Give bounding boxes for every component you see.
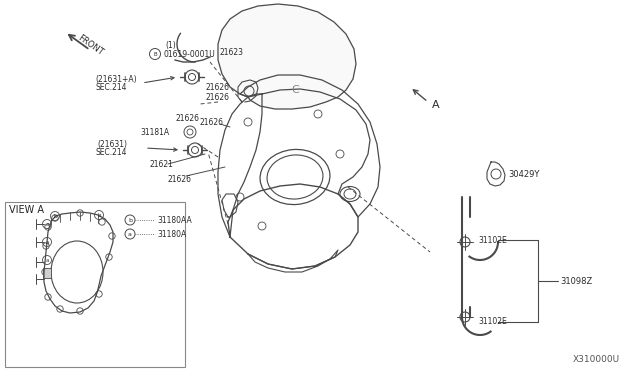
- Text: a: a: [45, 257, 49, 263]
- Text: (21631): (21631): [97, 140, 127, 148]
- Text: b: b: [128, 218, 132, 222]
- Text: 31098Z: 31098Z: [560, 276, 592, 285]
- Text: 31180A: 31180A: [157, 230, 186, 238]
- Text: 21626: 21626: [175, 113, 199, 122]
- Text: 21626: 21626: [205, 93, 229, 102]
- Text: 21623: 21623: [220, 48, 244, 57]
- Text: b: b: [53, 214, 57, 218]
- Text: C: C: [291, 85, 299, 95]
- Text: SEC.214: SEC.214: [95, 148, 127, 157]
- Text: 21626: 21626: [200, 118, 224, 126]
- Text: (21631+A): (21631+A): [95, 74, 136, 83]
- Text: 31102E: 31102E: [478, 317, 507, 327]
- Text: VIEW A: VIEW A: [9, 205, 44, 215]
- Text: 31180AA: 31180AA: [157, 215, 192, 224]
- Text: SEC.214: SEC.214: [95, 83, 127, 92]
- Text: (1): (1): [165, 41, 176, 49]
- Bar: [43, 268, 51, 278]
- Text: FRONT: FRONT: [76, 33, 105, 57]
- Text: 21621: 21621: [150, 160, 174, 169]
- Text: a: a: [45, 240, 49, 244]
- Text: 01619-0001U: 01619-0001U: [163, 49, 215, 58]
- Polygon shape: [218, 4, 356, 109]
- Text: 21626: 21626: [168, 174, 192, 183]
- Text: B: B: [153, 51, 157, 57]
- Text: 30429Y: 30429Y: [508, 170, 540, 179]
- Text: a: a: [45, 221, 49, 227]
- Text: 21626: 21626: [205, 83, 229, 92]
- Text: b: b: [97, 212, 100, 218]
- Text: a: a: [128, 231, 132, 237]
- Text: 31102E: 31102E: [478, 235, 507, 244]
- Text: 31181A: 31181A: [141, 128, 170, 137]
- Text: X310000U: X310000U: [573, 356, 620, 365]
- Text: A: A: [432, 100, 440, 110]
- Bar: [5, 202, 185, 367]
